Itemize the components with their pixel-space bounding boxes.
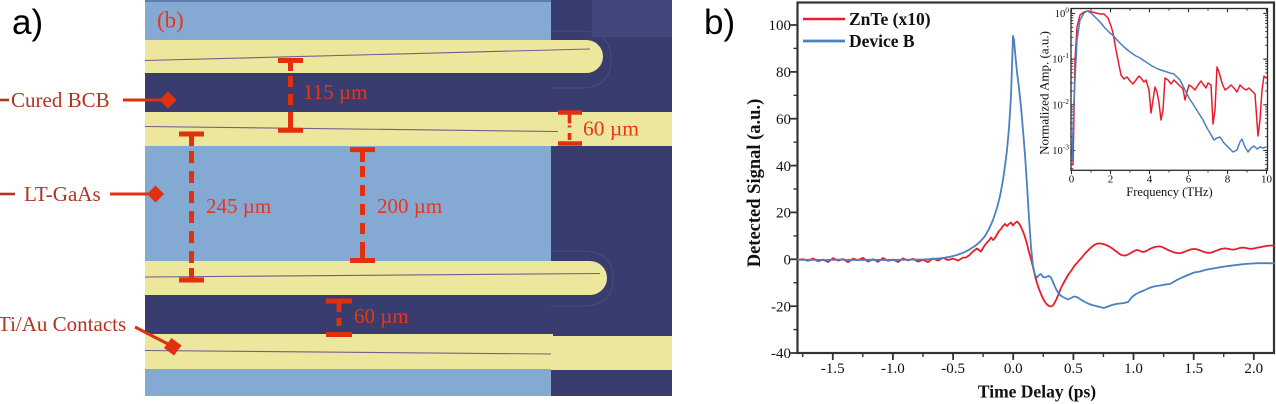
svg-text:-20: -20	[771, 299, 791, 315]
svg-text:0: 0	[1069, 174, 1075, 186]
svg-text:a): a)	[12, 3, 43, 42]
svg-text:0.0: 0.0	[1004, 361, 1023, 377]
svg-text:10-2: 10-2	[1052, 97, 1069, 112]
svg-text:b): b)	[704, 3, 735, 42]
svg-text:LT-GaAs: LT-GaAs	[24, 182, 101, 206]
svg-text:0: 0	[784, 253, 792, 269]
svg-text:Time Delay (ps): Time Delay (ps)	[978, 382, 1096, 402]
svg-text:-0.5: -0.5	[941, 361, 965, 377]
svg-text:1.5: 1.5	[1184, 361, 1203, 377]
svg-text:ZnTe (x10): ZnTe (x10)	[849, 9, 931, 29]
svg-text:6: 6	[1186, 174, 1192, 186]
svg-text:10: 10	[1261, 174, 1273, 186]
svg-text:10-3: 10-3	[1052, 143, 1069, 158]
svg-text:60: 60	[776, 112, 791, 128]
svg-text:Frequency (THz): Frequency (THz)	[1126, 185, 1212, 199]
svg-text:2: 2	[1108, 174, 1114, 186]
svg-text:2.0: 2.0	[1244, 361, 1263, 377]
svg-text:100: 100	[769, 18, 792, 34]
svg-text:10-1: 10-1	[1052, 51, 1069, 66]
svg-text:200 µm: 200 µm	[377, 194, 442, 218]
svg-text:60 µm: 60 µm	[354, 304, 409, 328]
svg-text:Detected Signal (a.u.): Detected Signal (a.u.)	[745, 99, 765, 268]
svg-text:(b): (b)	[157, 8, 184, 33]
svg-text:-1.0: -1.0	[881, 361, 905, 377]
svg-text:245 µm: 245 µm	[206, 194, 271, 218]
svg-text:20: 20	[776, 206, 791, 222]
svg-text:4: 4	[1147, 174, 1153, 186]
svg-text:Ti/Au Contacts: Ti/Au Contacts	[0, 312, 126, 336]
svg-text:115 µm: 115 µm	[303, 80, 367, 104]
svg-text:Cured BCB: Cured BCB	[11, 88, 110, 112]
svg-text:100: 100	[1055, 5, 1070, 20]
svg-text:80: 80	[776, 65, 791, 81]
svg-text:Normalized Amp. (a.u.): Normalized Amp. (a.u.)	[1037, 31, 1052, 155]
svg-text:-40: -40	[771, 346, 791, 362]
svg-text:8: 8	[1225, 174, 1231, 186]
svg-text:40: 40	[776, 159, 791, 175]
svg-text:Device B: Device B	[849, 31, 915, 51]
svg-text:-1.5: -1.5	[821, 361, 845, 377]
svg-text:0.5: 0.5	[1064, 361, 1083, 377]
svg-text:1.0: 1.0	[1124, 361, 1143, 377]
svg-text:60 µm: 60 µm	[583, 117, 639, 141]
